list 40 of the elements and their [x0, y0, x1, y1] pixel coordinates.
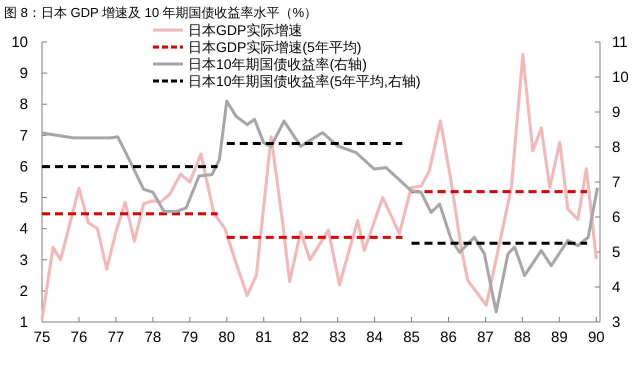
legend-label: 日本10年期国债收益率(右轴)	[188, 56, 367, 72]
x-tick-label: 85	[403, 329, 420, 346]
y2-tick-label: 7	[612, 174, 620, 191]
x-tick-label: 83	[329, 329, 346, 346]
y2-tick-label: 9	[612, 104, 620, 121]
y2-tick-label: 8	[612, 139, 620, 156]
x-tick-label: 88	[514, 329, 531, 346]
x-tick-label: 89	[551, 329, 568, 346]
y2-tick-label: 6	[612, 209, 620, 226]
x-tick-label: 75	[34, 329, 50, 346]
y2-tick-label: 10	[612, 69, 629, 86]
y-tick-label: 1	[20, 314, 28, 331]
y-tick-label: 2	[20, 282, 28, 300]
x-tick-label: 76	[70, 329, 88, 346]
x-tick-label: 81	[255, 329, 272, 346]
y2-tick-label: 11	[612, 34, 628, 51]
y2-tick-label: 3	[612, 314, 620, 331]
y-tick-label: 7	[20, 127, 28, 144]
legend-label: 日本10年期国债收益率(5年平均,右轴)	[188, 73, 421, 89]
y-tick-label: 9	[20, 65, 28, 82]
y2-tick-label: 5	[612, 244, 620, 261]
x-tick-label: 84	[366, 329, 383, 346]
legend-label: 日本GDP实际增速(5年平均)	[188, 39, 362, 55]
x-tick-label: 87	[477, 329, 494, 346]
x-tick-label: 77	[108, 329, 124, 346]
y-tick-label: 10	[11, 34, 28, 51]
x-tick-label: 82	[292, 329, 310, 346]
legend-label: 日本GDP实际增速	[188, 22, 302, 38]
y-tick-label: 8	[20, 96, 28, 114]
x-tick-label: 86	[440, 329, 457, 346]
y-tick-label: 4	[20, 220, 28, 238]
y-tick-label: 3	[20, 252, 28, 269]
x-tick-label: 79	[181, 329, 198, 346]
x-tick-label: 78	[144, 329, 162, 346]
y-tick-label: 6	[20, 158, 28, 176]
x-tick-label: 90	[588, 329, 605, 346]
y2-tick-label: 4	[612, 279, 620, 296]
x-tick-label: 80	[218, 329, 236, 346]
chart-title: 图 8：日本 GDP 增速及 10 年期国债收益率水平（%）	[4, 5, 318, 20]
y-tick-label: 5	[20, 190, 28, 207]
